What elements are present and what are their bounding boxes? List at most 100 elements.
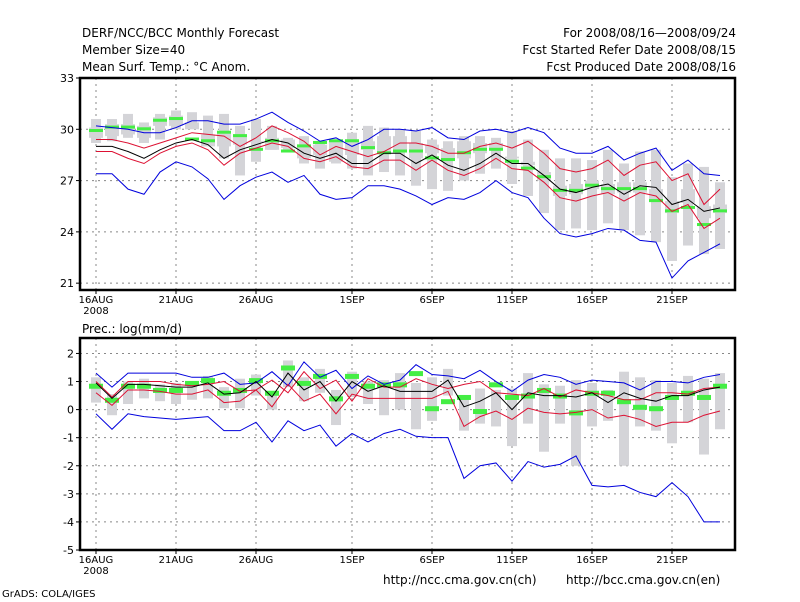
median-marker xyxy=(105,397,119,403)
ensemble-spread-bar xyxy=(715,373,725,430)
x-year-label: 2008 xyxy=(83,306,108,317)
median-marker xyxy=(553,188,567,192)
median-marker xyxy=(297,380,311,386)
ensemble-spread-bar xyxy=(555,385,565,424)
y-tick-label: 33 xyxy=(60,72,74,85)
url-en-link[interactable]: http://bcc.cma.gov.cn(en) xyxy=(566,573,721,587)
median-marker xyxy=(425,406,439,412)
x-tick-label: 16SEP xyxy=(576,295,607,306)
temperature-panel: 21 24 27 30 33 16AUG 21AUG 26AUG 1SEP 6SEP 11SEP 16… xyxy=(60,72,737,317)
x-tick-label: 1SEP xyxy=(339,295,364,306)
ensemble-spread-bar xyxy=(187,385,197,400)
series-line-min xyxy=(95,413,720,523)
x-tick-label: 21AUG xyxy=(159,555,194,566)
ensemble-iqr-box xyxy=(169,115,183,126)
ensemble-iqr-box xyxy=(649,189,663,200)
ensemble-spread-bar xyxy=(603,389,613,421)
ensemble-iqr-box xyxy=(377,136,391,154)
median-marker xyxy=(537,387,551,393)
precipitation-panel: -5 -4 -3 -2 -1 0 1 2 16AUG 21AUG 26AUG 1SEP 6SEP 11SE… xyxy=(63,336,737,577)
median-marker xyxy=(457,394,471,400)
ensemble-spread-bar xyxy=(475,136,485,174)
median-marker xyxy=(569,188,583,192)
x-tick-label: 21SEP xyxy=(656,295,687,306)
ensemble-spread-bar xyxy=(315,142,325,169)
median-marker xyxy=(441,158,455,162)
ensemble-iqr-box xyxy=(249,141,263,143)
y-tick-label: -1 xyxy=(63,432,74,445)
ensemble-iqr-box xyxy=(361,141,375,150)
forecast-period: For 2008/08/16—2008/09/24 xyxy=(563,26,736,40)
median-marker xyxy=(409,149,423,153)
median-marker xyxy=(713,209,727,213)
ensemble-spread-bar xyxy=(539,149,549,214)
median-marker xyxy=(345,373,359,379)
y-tick-label: 24 xyxy=(60,226,74,239)
ensemble-iqr-box xyxy=(297,144,311,159)
y-tick-label: -5 xyxy=(63,544,74,557)
ensemble-spread-bar xyxy=(459,398,469,431)
x-tick-label: 1SEP xyxy=(339,555,364,566)
median-marker xyxy=(153,118,167,122)
ensemble-spread-bar xyxy=(587,160,597,231)
median-marker xyxy=(249,378,263,384)
ensemble-iqr-box xyxy=(185,122,199,130)
ensemble-spread-bar xyxy=(539,384,549,452)
ensemble-iqr-box xyxy=(89,127,103,138)
ensemble-spread-bar xyxy=(667,382,677,444)
median-marker xyxy=(633,404,647,410)
median-marker xyxy=(265,139,279,143)
forecast-started-date: Fcst Started Refer Date 2008/08/15 xyxy=(522,43,736,57)
median-marker xyxy=(329,396,343,402)
ensemble-spread-bar xyxy=(315,368,325,393)
median-marker xyxy=(233,387,247,393)
series-line-mean xyxy=(95,372,721,411)
ensemble-spread-bar xyxy=(91,377,101,403)
member-size-label: Member Size=40 xyxy=(82,43,186,57)
median-marker xyxy=(697,223,711,227)
median-marker xyxy=(649,406,663,412)
ensemble-iqr-box xyxy=(393,136,407,152)
median-marker xyxy=(233,134,247,138)
ensemble-spread-bar xyxy=(363,125,373,176)
ensemble-spread-bar xyxy=(715,182,725,249)
x-tick-label: 6SEP xyxy=(419,555,444,566)
median-marker xyxy=(361,146,375,150)
median-marker xyxy=(473,147,487,151)
ensemble-iqr-box xyxy=(105,124,119,137)
y-tick-label: -3 xyxy=(63,488,74,501)
median-marker xyxy=(121,125,135,129)
ensemble-spread-bar xyxy=(203,375,213,399)
median-marker xyxy=(185,380,199,386)
median-marker xyxy=(217,130,231,134)
ensemble-spread-bar xyxy=(571,380,581,466)
median-marker xyxy=(681,390,695,396)
x-tick-label: 11SEP xyxy=(496,555,527,566)
ensemble-spread-bar xyxy=(635,151,645,236)
median-marker xyxy=(313,140,327,144)
ensemble-iqr-box xyxy=(489,142,503,150)
ensemble-spread-bar xyxy=(267,125,277,150)
median-marker xyxy=(313,373,327,379)
ensemble-spread-bar xyxy=(155,113,165,140)
median-marker xyxy=(169,117,183,121)
variable-label: Mean Surf. Temp.: °C Anom. xyxy=(82,60,251,74)
median-marker xyxy=(297,144,311,148)
ensemble-spread-bar xyxy=(491,389,501,427)
median-marker xyxy=(217,390,231,396)
ensemble-spread-bar xyxy=(267,391,277,410)
x-tick-label: 16AUG xyxy=(79,295,114,306)
median-marker xyxy=(713,383,727,389)
ensemble-spread-bar xyxy=(331,389,341,426)
url-ch-link[interactable]: http://ncc.cma.gov.cn(ch) xyxy=(383,573,537,587)
median-marker xyxy=(697,394,711,400)
grads-credit: GrADS: COLA/IGES xyxy=(2,589,96,600)
ensemble-iqr-box xyxy=(665,201,679,214)
ensemble-spread-bar xyxy=(347,371,357,397)
median-marker xyxy=(505,394,519,400)
median-marker xyxy=(249,147,263,151)
ensemble-spread-bar xyxy=(203,115,213,137)
median-marker xyxy=(137,127,151,131)
median-marker xyxy=(89,383,103,389)
ensemble-spread-bar xyxy=(235,378,245,409)
